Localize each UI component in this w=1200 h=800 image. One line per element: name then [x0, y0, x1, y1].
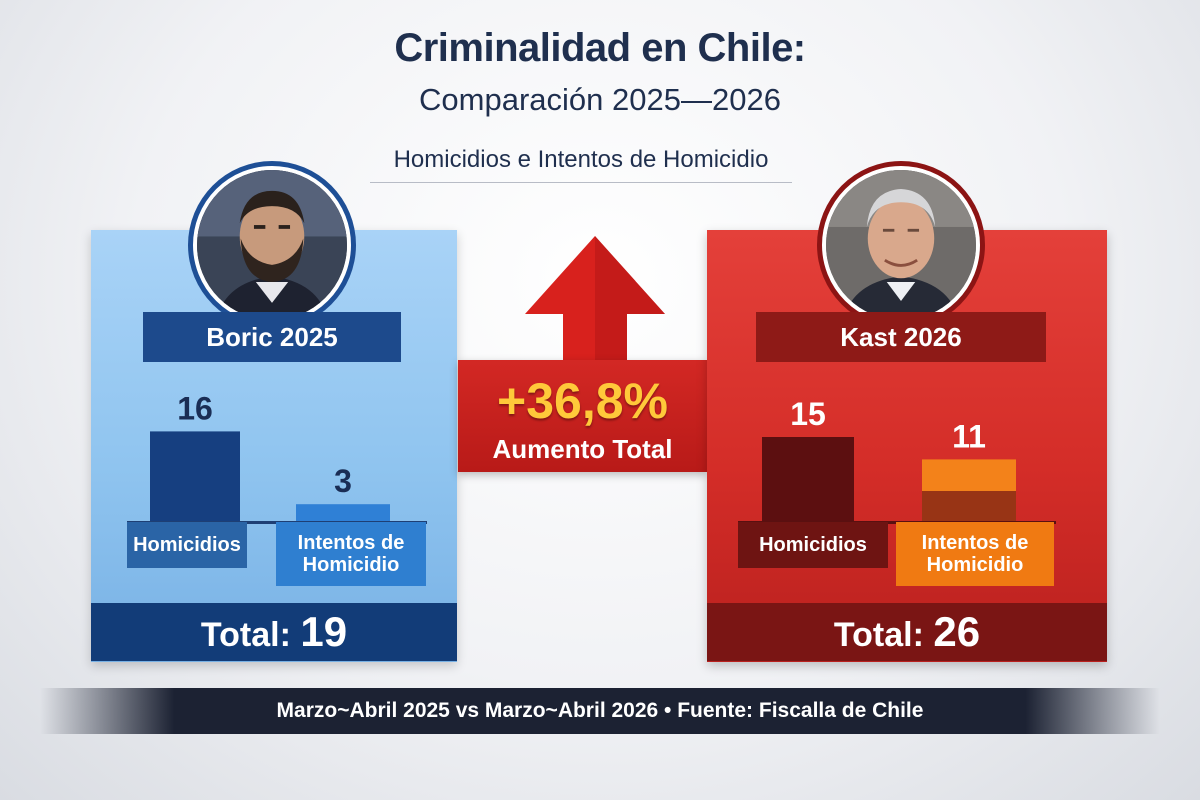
kast-portrait-image — [826, 170, 976, 320]
kast-title: Kast 2026 — [756, 312, 1046, 362]
increase-box — [458, 360, 707, 472]
up-arrow-icon — [525, 236, 665, 360]
boric-category-intentos: Intentos de Homicidio — [276, 522, 426, 586]
page-subtitle: Comparación 2025—2026 — [419, 82, 781, 117]
boric-portrait — [193, 166, 351, 324]
kast-category-intentos: Intentos de Homicidio — [896, 522, 1054, 586]
increase-percentage: +36,8% — [497, 373, 668, 429]
boric-total-label: Total: — [200, 616, 291, 654]
kast-total-label: Total: — [833, 616, 924, 654]
increase-label: Aumento Total — [492, 434, 673, 464]
boric-portrait-image — [197, 170, 347, 320]
kast-total-value: 26 — [933, 608, 981, 655]
boric-total: Total: 19 — [91, 603, 457, 661]
boric-category-homicidios: Homicidios — [127, 522, 247, 568]
footer-source: Marzo~Abril 2025 vs Marzo~Abril 2026 • F… — [40, 688, 1160, 734]
boric-total-value: 19 — [300, 608, 348, 655]
boric-title: Boric 2025 — [143, 312, 401, 362]
section-heading: Homicidios e Intentos de Homicidio — [370, 146, 792, 183]
kast-total: Total: 26 — [707, 603, 1107, 661]
page-title: Criminalidad en Chile: — [394, 26, 806, 70]
kast-portrait — [822, 166, 980, 324]
kast-category-homicidios: Homicidios — [738, 522, 888, 568]
